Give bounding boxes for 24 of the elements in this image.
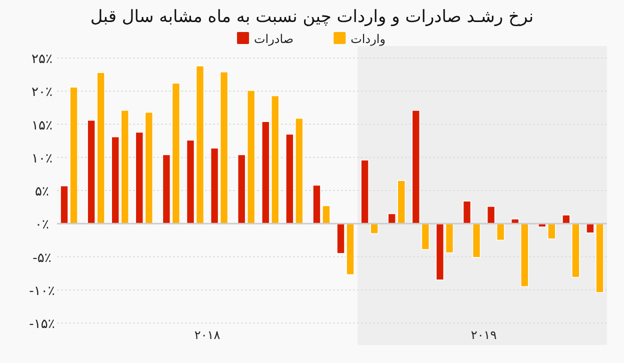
bar bbox=[421, 223, 430, 250]
legend-label: صادرات bbox=[254, 32, 294, 46]
bar bbox=[562, 214, 570, 224]
y-tick-label: -۵٪ bbox=[32, 250, 52, 266]
y-tick-label: -۱۵٪ bbox=[29, 317, 55, 332]
y-tick-label: ۲۰٪ bbox=[32, 85, 52, 100]
bar bbox=[520, 223, 529, 287]
bar bbox=[486, 206, 496, 224]
bar bbox=[572, 223, 580, 278]
bar bbox=[370, 223, 378, 234]
y-tick-label: ۱۵٪ bbox=[32, 118, 52, 134]
y-tick-label: ۱۰٪ bbox=[32, 151, 52, 166]
x-tick-label: ۲۰۱۹ bbox=[470, 328, 497, 342]
x-tick-label: ۲۰۱۸ bbox=[194, 328, 221, 342]
y-tick-label: ۵٪ bbox=[35, 184, 49, 200]
y-tick-label: ۰٪ bbox=[35, 218, 49, 233]
bar bbox=[360, 160, 369, 224]
y-tick-label: ۲۵٪ bbox=[32, 52, 52, 67]
y-tick-label: -۱۰٪ bbox=[29, 284, 55, 299]
chart-title: نرخ رشـد صادرات و واردات چین نسبت به ماه مشابه سال قبل bbox=[90, 7, 534, 27]
bar bbox=[462, 200, 472, 224]
bar bbox=[472, 223, 481, 258]
bar bbox=[412, 110, 420, 224]
legend-label: واردات bbox=[350, 32, 386, 46]
